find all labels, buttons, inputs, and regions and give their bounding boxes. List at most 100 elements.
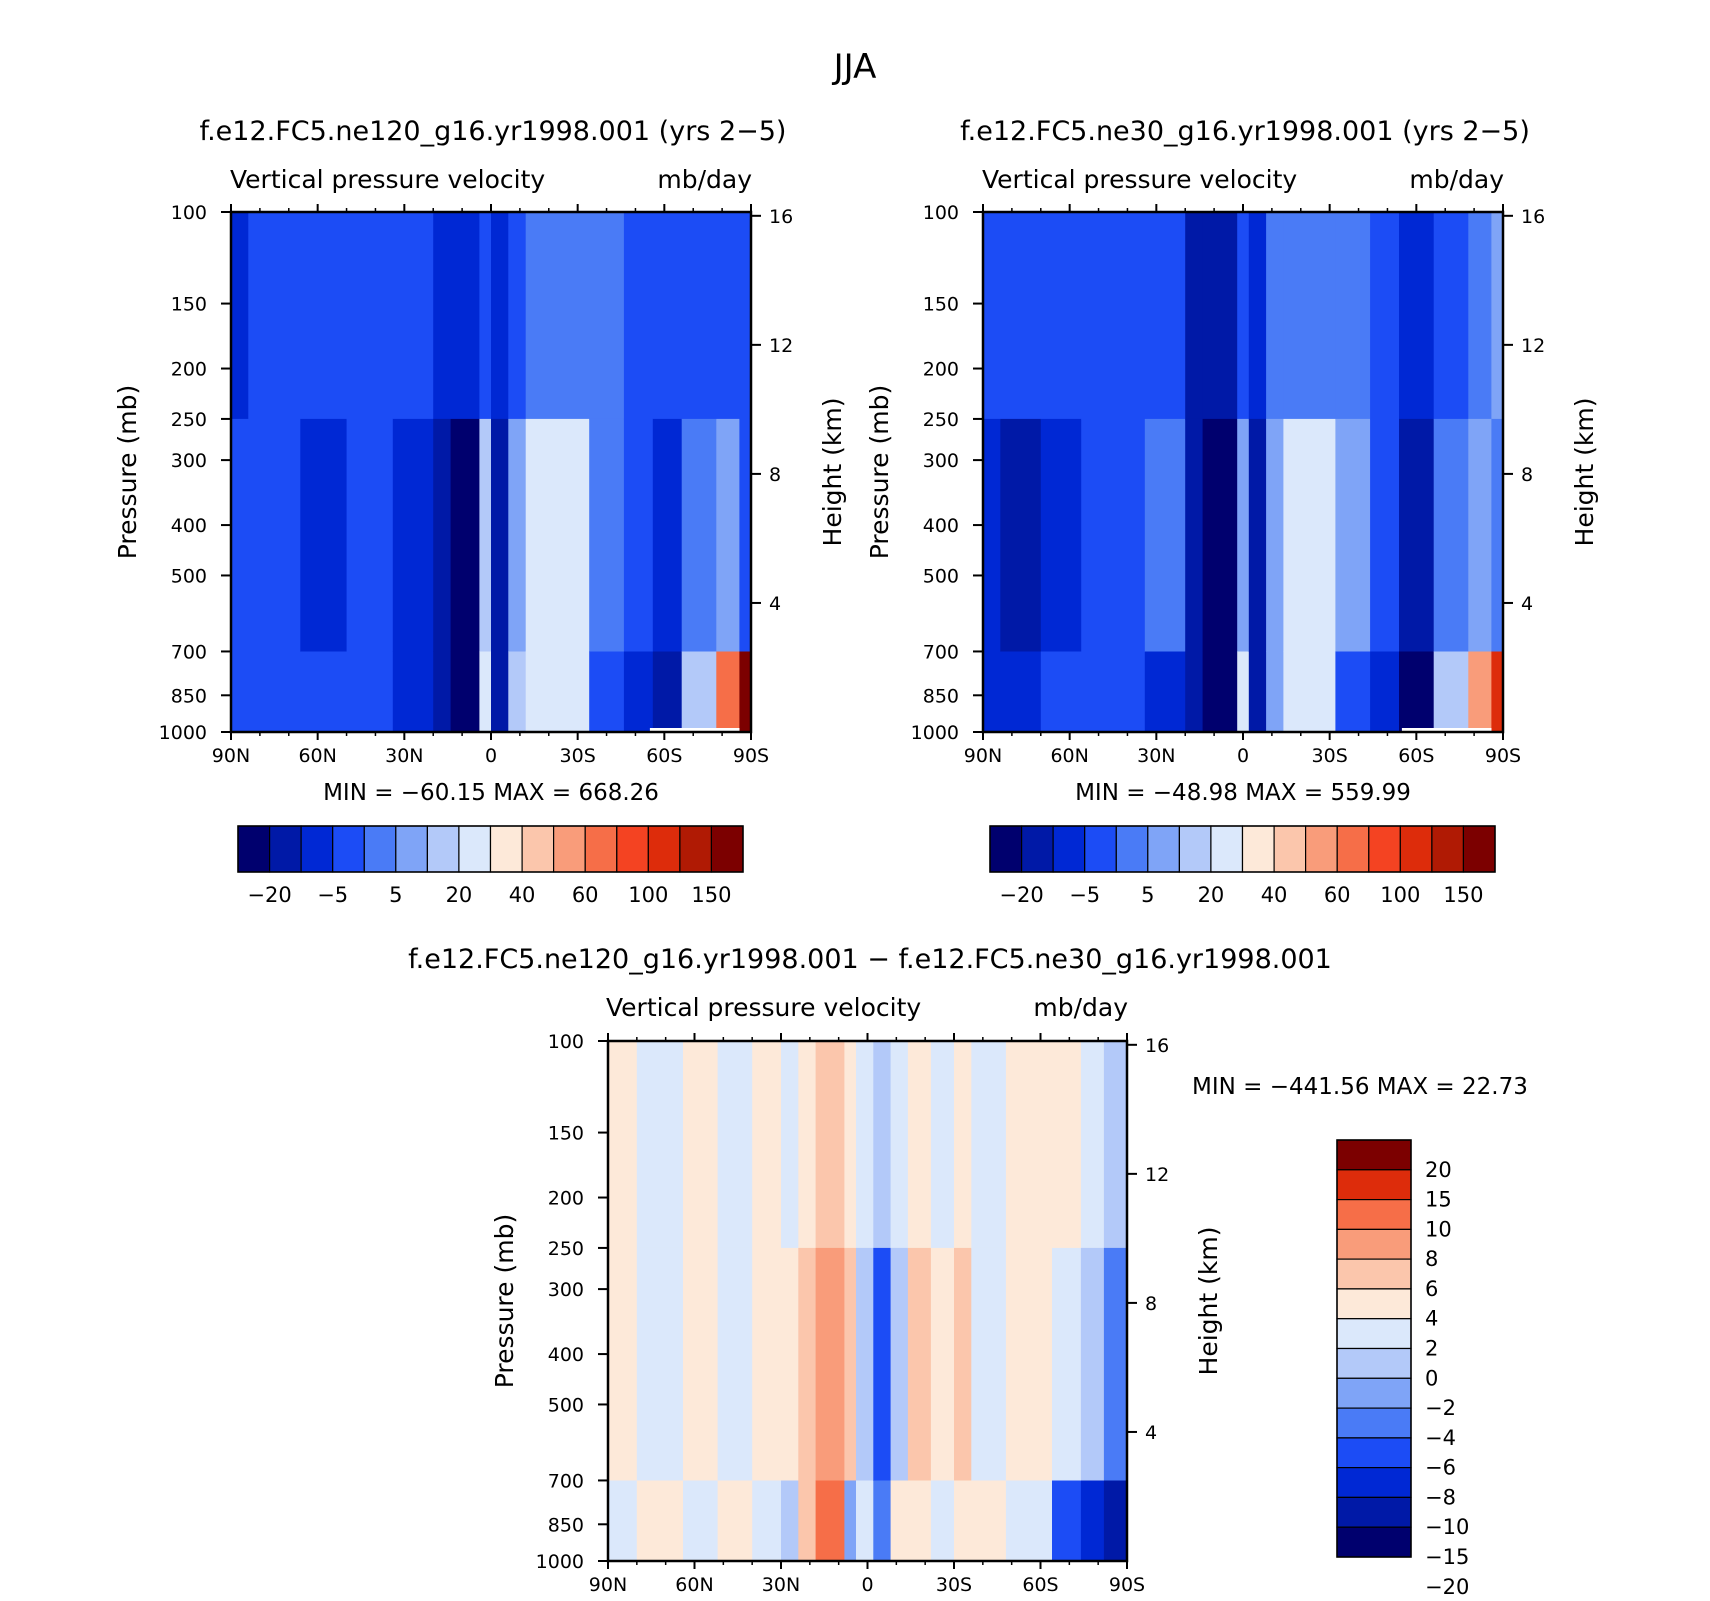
field-cell — [1370, 651, 1400, 733]
field-cell — [954, 1247, 972, 1481]
field-cell — [450, 418, 481, 652]
field-cell — [1005, 1041, 1053, 1249]
right-tick-label: 16 — [1521, 206, 1545, 228]
colorbar-label: −6 — [1425, 1456, 1456, 1480]
colorbar-label: 2 — [1425, 1337, 1438, 1361]
colorbar-label: −20 — [1425, 1575, 1469, 1599]
right-tick-label: 4 — [1145, 1422, 1157, 1444]
field-cell — [781, 1041, 799, 1249]
field-cell — [1202, 651, 1238, 733]
x-tick-label: 60S — [1398, 745, 1434, 767]
x-tick-label: 60N — [298, 745, 336, 767]
right-axis-title: Height (km) — [818, 398, 847, 547]
field-cell — [844, 1480, 857, 1562]
colorbar-swatch — [1336, 1288, 1412, 1320]
field-cell — [450, 212, 481, 420]
colorbar-label: −2 — [1425, 1396, 1456, 1420]
colorbar-swatch — [1052, 825, 1086, 873]
field-cell — [890, 1041, 909, 1249]
field-cell — [1335, 651, 1371, 733]
colorbar-label: 20 — [1425, 1158, 1452, 1182]
field-cell — [739, 212, 752, 420]
field-cell — [1370, 418, 1400, 652]
x-tick-label: 0 — [1237, 745, 1249, 767]
right-axis-title: Height (km) — [1570, 398, 1599, 547]
y-tick-label: 1000 — [159, 722, 207, 744]
field-cell — [1491, 212, 1504, 420]
right-tick-label: 4 — [769, 593, 781, 615]
field-cell — [1080, 1480, 1105, 1562]
field-cell — [1266, 651, 1284, 733]
field-cell — [1103, 1480, 1128, 1562]
field-cell — [1237, 651, 1250, 733]
field-cell — [1335, 212, 1371, 420]
x-tick-label: 90N — [589, 1574, 627, 1596]
field-cell — [954, 1480, 972, 1562]
field-cell — [525, 651, 590, 733]
field-cell — [681, 418, 717, 652]
colorbar-swatch — [1336, 1407, 1412, 1439]
colorbar-swatch — [458, 825, 492, 873]
field-cell — [300, 212, 348, 420]
field-cell — [433, 212, 452, 420]
x-tick-label: 90S — [733, 745, 769, 767]
colorbar-swatch — [489, 825, 523, 873]
colorbar-swatch — [1336, 1526, 1412, 1558]
colorbar-swatch — [679, 825, 713, 873]
right-tick-label: 8 — [769, 464, 781, 486]
field-cell — [1202, 212, 1238, 420]
field-cell — [450, 651, 481, 733]
field-cell — [652, 212, 683, 420]
y-tick-label: 200 — [923, 359, 959, 381]
y-tick-label: 250 — [923, 409, 959, 431]
colorbar-swatch — [363, 825, 397, 873]
variable-name: Vertical pressure velocity — [230, 165, 545, 194]
y-tick-label: 500 — [548, 1394, 584, 1416]
field-cell — [983, 212, 1001, 420]
field-cell — [1103, 1247, 1128, 1481]
panel-title: f.e12.FC5.ne30_g16.yr1998.001 (yrs 2−5) — [960, 116, 1530, 147]
field-cell — [636, 1041, 684, 1249]
field-cell — [1283, 651, 1336, 733]
colorbar-swatch — [1336, 825, 1370, 873]
field-cell — [1433, 651, 1469, 733]
field-cell — [1468, 212, 1492, 420]
field-cell — [231, 651, 249, 733]
field-cell — [1433, 212, 1469, 420]
field-cell — [844, 1041, 857, 1249]
field-cell — [930, 1480, 955, 1562]
field-cell — [716, 651, 740, 733]
field-cell — [1399, 651, 1435, 733]
field-cell — [433, 418, 452, 652]
field-cell — [1005, 1480, 1053, 1562]
field-cell — [346, 212, 394, 420]
field-cell — [525, 418, 590, 652]
colorbar-label: 6 — [1425, 1277, 1438, 1301]
colorbar-swatch — [1273, 825, 1307, 873]
y-tick-label: 400 — [923, 515, 959, 537]
field-cell — [873, 1247, 892, 1481]
y-tick-label: 150 — [171, 294, 207, 316]
no-data-strip — [1401, 728, 1492, 731]
colorbar-swatch — [332, 825, 365, 873]
x-tick-label: 30N — [762, 1574, 800, 1596]
field-cell — [856, 1041, 874, 1249]
right-tick-label: 16 — [769, 206, 793, 228]
y-tick-label: 700 — [923, 641, 959, 663]
colorbar-label: −20 — [999, 883, 1043, 907]
colorbar-swatch — [616, 825, 649, 873]
field-cell — [636, 1247, 684, 1481]
colorbar-swatch — [1115, 825, 1149, 873]
x-tick-label: 0 — [485, 745, 497, 767]
field-cell — [1370, 212, 1400, 420]
field-cell — [300, 651, 348, 733]
field-cell — [798, 1041, 817, 1249]
colorbar-swatch — [1336, 1318, 1412, 1350]
field-cell — [1283, 418, 1336, 652]
colorbar-label: 10 — [1425, 1217, 1452, 1241]
colorbar-label: 5 — [389, 883, 402, 907]
colorbar-swatch — [269, 825, 302, 873]
colorbar-swatch — [1178, 825, 1212, 873]
field-cell — [1335, 418, 1371, 652]
field-cell — [856, 1247, 874, 1481]
